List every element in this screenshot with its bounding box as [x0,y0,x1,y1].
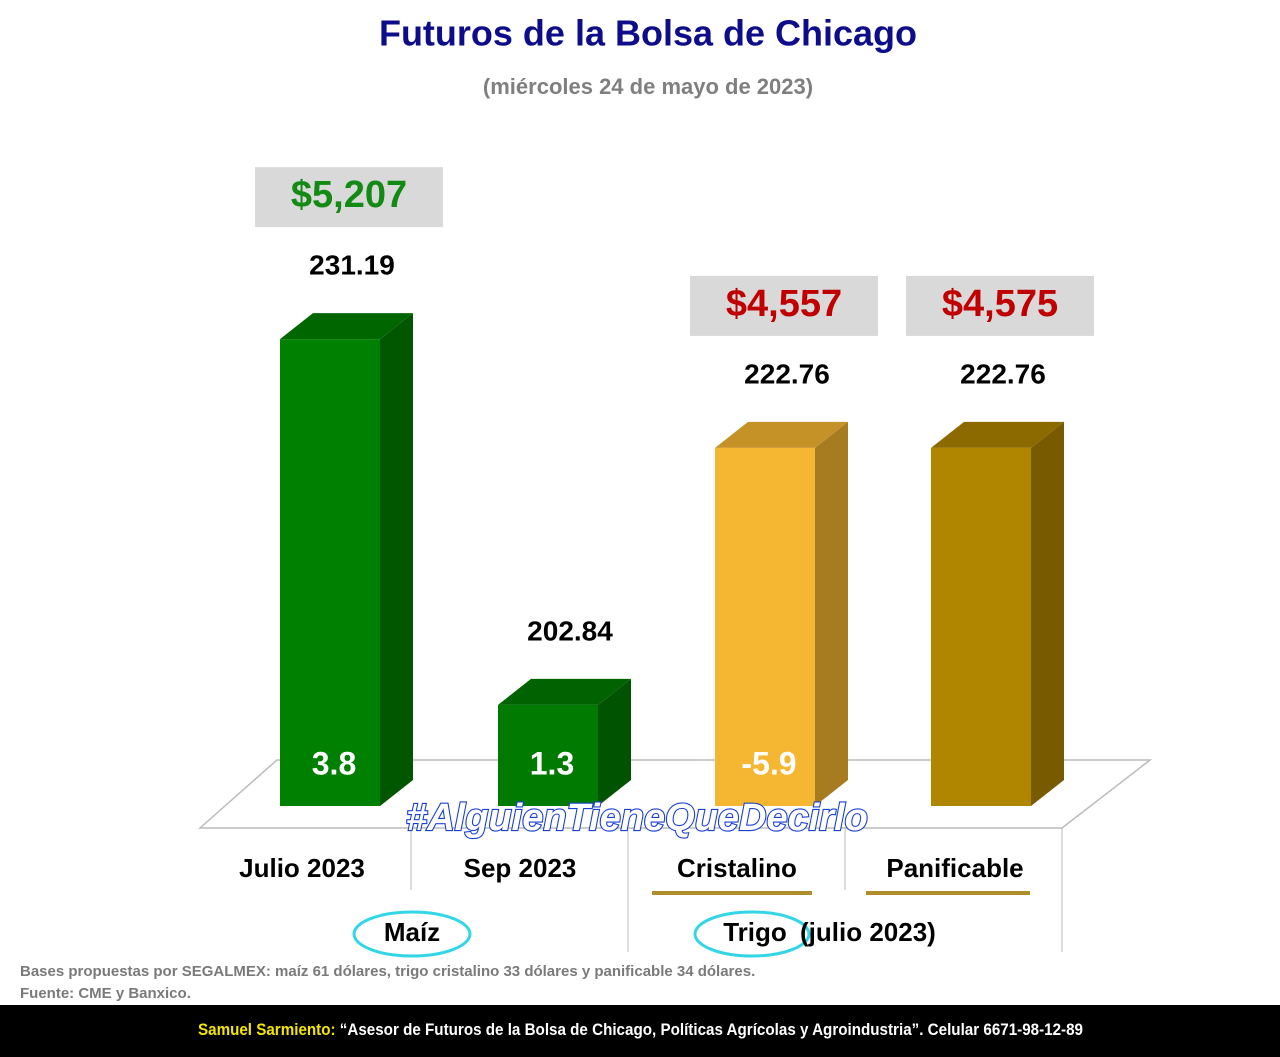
bar [280,339,380,806]
footer-name: Samuel Sarmiento: [198,1020,336,1039]
note: Bases propuestas por SEGALMEX: maíz 61 d… [20,963,755,980]
value-label: 222.76 [744,358,830,389]
bar-top [498,678,631,705]
bar-side [1031,421,1064,806]
bar [715,447,815,806]
bar-top [715,421,848,448]
change-label: 1.3 [530,745,574,781]
value-label: 222.76 [960,358,1046,389]
x-tick-label: Cristalino [677,853,797,883]
x-tick-label: Julio 2023 [239,853,365,883]
value-label: 202.84 [527,615,613,646]
footer-text: “Asesor de Futuros de la Bolsa de Chicag… [336,1020,1083,1039]
price-box [906,275,1094,336]
chart-title: Futuros de la Bolsa de Chicago [379,13,917,54]
change-label: -5.9 [741,745,796,781]
bar-side [380,313,413,806]
value-label: 231.19 [309,250,395,281]
bar [498,704,598,806]
footer-band [0,1005,1280,1057]
x-tick-label: Panificable [886,853,1023,883]
group-label: Maíz [384,917,440,947]
bar-side [598,678,631,806]
bar-side [815,421,848,806]
chart-subtitle: (miércoles 24 de mayo de 2023) [483,74,813,99]
footer: Samuel Sarmiento: “Asesor de Futuros de … [198,1020,1083,1039]
bar-top [931,421,1064,448]
price-label: $4,575 [942,283,1058,325]
price-label: $4,557 [726,283,842,325]
hashtag: #AlguienTieneQueDecirlo [406,797,868,839]
highlight [693,910,811,958]
price-label: $5,207 [291,174,407,216]
price-box [690,275,878,336]
price-box [255,167,443,228]
note: Fuente: CME y Banxico. [20,985,191,1002]
bar [931,447,1031,806]
bar-top [280,313,413,340]
change-label: 3.8 [312,745,356,781]
group-label: Trigo [723,917,787,947]
bars: 231.19 $5,207 3.8 Julio 2023 202.84 1.3 Sep 20… [239,167,1094,883]
group-note: (julio 2023) [800,917,936,947]
x-tick-label: Sep 2023 [464,853,577,883]
highlight [352,910,472,958]
